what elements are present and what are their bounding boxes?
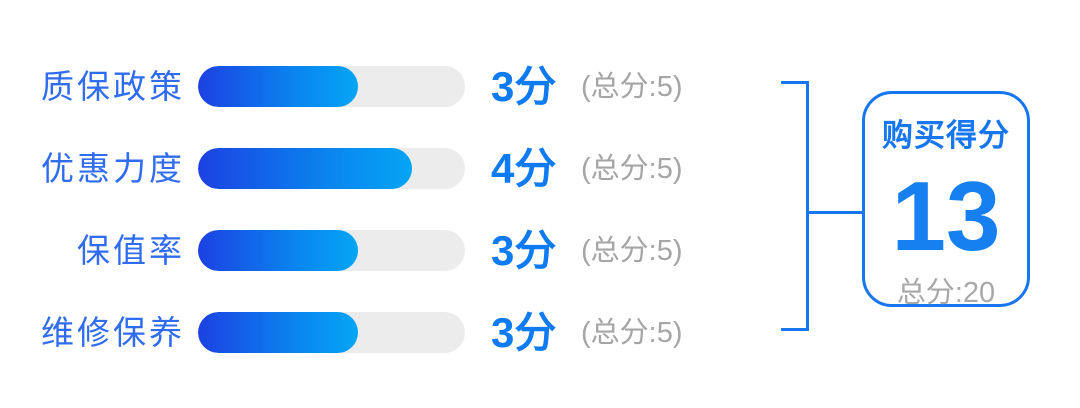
summary-title: 购买得分 [882, 118, 1010, 153]
row-label: 质保政策 [41, 68, 185, 105]
bar-fill [198, 148, 412, 189]
bar-fill [198, 66, 359, 107]
row-score: 4分 [491, 145, 557, 192]
bar-fill [198, 230, 359, 271]
row-score: 3分 [491, 63, 557, 110]
bracket-tick-top [781, 81, 809, 84]
bracket-vertical-line [806, 81, 809, 331]
score-rows: 质保政策 3分 (总分:5) 优惠力度 4分 (总分:5) 保值率 3分 (总分… [0, 66, 683, 394]
score-row-maintenance: 维修保养 3分 (总分:5) [0, 309, 683, 356]
bar-track [198, 230, 465, 271]
row-total-label: (总分:5) [581, 316, 683, 349]
summary-score-value: 13 [891, 161, 1001, 271]
score-row-warranty: 质保政策 3分 (总分:5) [0, 63, 683, 110]
row-score: 3分 [491, 227, 557, 274]
row-label: 保值率 [77, 232, 185, 269]
row-total-label: (总分:5) [581, 152, 683, 185]
score-row-discount: 优惠力度 4分 (总分:5) [0, 145, 683, 192]
row-score: 3分 [491, 309, 557, 356]
bracket-connector-line [806, 211, 862, 214]
bracket-tick-bottom [781, 328, 809, 331]
summary-box: 购买得分 13 总分:20 [862, 91, 1030, 309]
bar-track [198, 148, 465, 189]
bar-fill [198, 312, 359, 353]
row-total-label: (总分:5) [581, 70, 683, 103]
row-total-label: (总分:5) [581, 234, 683, 267]
summary-total-label: 总分:20 [896, 277, 996, 309]
row-label: 维修保养 [41, 314, 185, 351]
bar-track [198, 66, 465, 107]
score-row-resale-value: 保值率 3分 (总分:5) [0, 227, 683, 274]
bar-track [198, 312, 465, 353]
row-label: 优惠力度 [41, 150, 185, 187]
